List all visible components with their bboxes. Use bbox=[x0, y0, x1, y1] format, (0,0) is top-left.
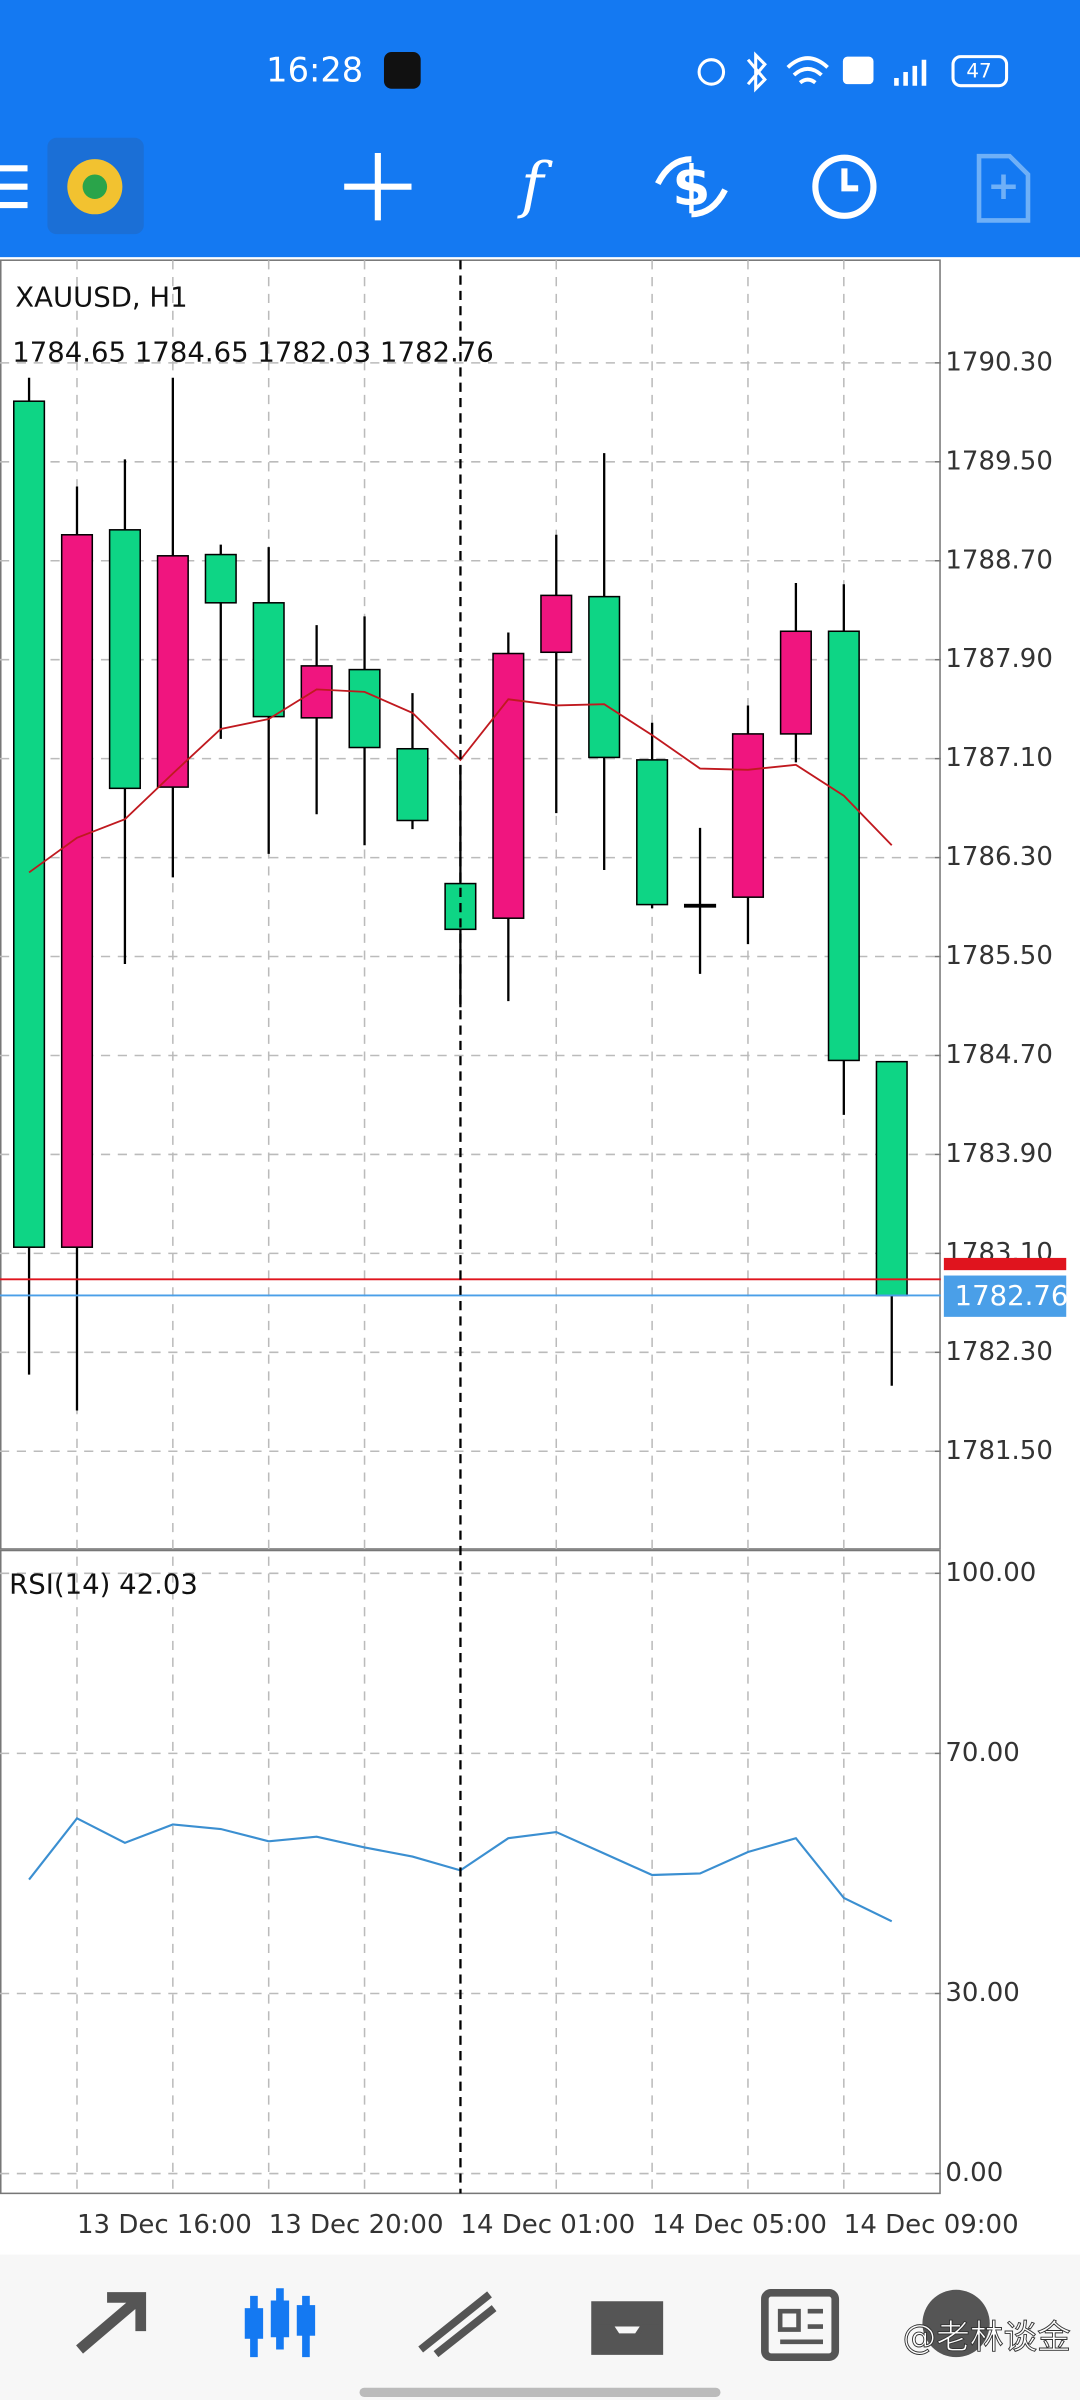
candle-body bbox=[348, 668, 381, 749]
candle-body bbox=[875, 1060, 908, 1297]
x-tick-label: 13 Dec 16:00 bbox=[77, 2210, 252, 2240]
status-time: 16:28 bbox=[266, 50, 363, 89]
y-tick-label: 1784.70 bbox=[945, 1040, 1053, 1070]
nav-trade[interactable] bbox=[418, 2291, 497, 2358]
tiktok-icon bbox=[383, 52, 421, 89]
rsi-title: RSI(14) 42.03 bbox=[9, 1569, 198, 1601]
chart-title: XAUUSD, H1 bbox=[15, 281, 187, 313]
y-tick-label: 1781.50 bbox=[945, 1436, 1053, 1466]
candle-body bbox=[60, 534, 94, 1248]
y-tick-label: 1789.50 bbox=[945, 446, 1053, 476]
plot bbox=[0, 377, 941, 1923]
x-tick-label: 14 Dec 01:00 bbox=[460, 2210, 635, 2240]
moving-average bbox=[28, 688, 893, 874]
candle-body bbox=[396, 747, 429, 822]
ohlc-readout: 1784.65 1784.65 1782.03 1782.76 bbox=[12, 337, 494, 369]
candle-body bbox=[779, 630, 812, 735]
period-hands bbox=[841, 168, 859, 192]
y-tick-label: 1783.90 bbox=[945, 1139, 1053, 1169]
y-tick-label: 0.00 bbox=[945, 2158, 1003, 2188]
bottom-nav bbox=[0, 2254, 1080, 2400]
signal-icon bbox=[894, 59, 927, 86]
hd-icon bbox=[842, 56, 874, 85]
y-tick-label: 1786.30 bbox=[945, 842, 1053, 872]
nav-chart-body bbox=[244, 2308, 264, 2339]
crosshair-button[interactable] bbox=[344, 153, 412, 221]
bid-label: 1782.76 bbox=[955, 1280, 1069, 1312]
nav-history[interactable] bbox=[591, 2301, 664, 2355]
candle-body bbox=[156, 555, 189, 788]
candle-body bbox=[492, 652, 525, 919]
alarm-icon bbox=[697, 58, 726, 86]
y-tick-label: 1790.30 bbox=[945, 347, 1053, 377]
y-tick-label: 1785.50 bbox=[945, 941, 1053, 971]
symbols-arrows bbox=[655, 156, 728, 218]
ask-tag bbox=[943, 1257, 1067, 1271]
candle-body bbox=[731, 733, 765, 898]
candle-body bbox=[252, 602, 285, 718]
home-indicator bbox=[359, 2387, 721, 2397]
candle-body bbox=[204, 553, 237, 604]
rsi-pane bbox=[0, 1549, 941, 2195]
y-tick-label: 1788.70 bbox=[945, 545, 1053, 575]
x-tick-label: 14 Dec 05:00 bbox=[652, 2210, 827, 2240]
battery-icon bbox=[951, 55, 1009, 88]
x-tick-label: 13 Dec 20:00 bbox=[269, 2210, 444, 2240]
menu-button[interactable] bbox=[0, 165, 28, 209]
nav-quotes[interactable] bbox=[76, 2292, 147, 2354]
wifi-icon bbox=[786, 56, 829, 85]
candle-body bbox=[108, 529, 141, 790]
battery-level: 47 bbox=[966, 59, 991, 82]
candle-body bbox=[13, 400, 46, 1248]
watermark: @老林谈金 bbox=[903, 2317, 1071, 2356]
candle-body bbox=[588, 595, 621, 759]
candle-body bbox=[683, 903, 717, 908]
candle-body bbox=[540, 594, 573, 654]
candle-body bbox=[636, 759, 669, 906]
nav-chart-body bbox=[296, 2305, 316, 2336]
template-button[interactable] bbox=[976, 153, 1031, 223]
y-tick-label: 70.00 bbox=[945, 1738, 1019, 1768]
bid-tag bbox=[943, 1275, 1067, 1317]
x-tick-label: 14 Dec 09:00 bbox=[844, 2210, 1019, 2240]
y-tick-label: 1787.90 bbox=[945, 644, 1053, 674]
bluetooth-icon bbox=[746, 51, 767, 93]
candle-body bbox=[300, 665, 333, 719]
y-tick-label: 30.00 bbox=[945, 1978, 1019, 2008]
nav-settings[interactable] bbox=[922, 2289, 990, 2358]
nav-news[interactable] bbox=[761, 2289, 840, 2361]
y-tick-label: 1787.10 bbox=[945, 743, 1053, 773]
app-logo-inner bbox=[82, 174, 108, 199]
app-header bbox=[0, 0, 1080, 258]
nav-chart-body bbox=[270, 2300, 290, 2338]
period-button[interactable] bbox=[812, 154, 877, 219]
y-tick-label: 100.00 bbox=[945, 1558, 1036, 1588]
candle-body bbox=[827, 630, 860, 1062]
y-tick-label: 1782.30 bbox=[945, 1337, 1053, 1367]
nav-news-lines bbox=[777, 2308, 824, 2345]
